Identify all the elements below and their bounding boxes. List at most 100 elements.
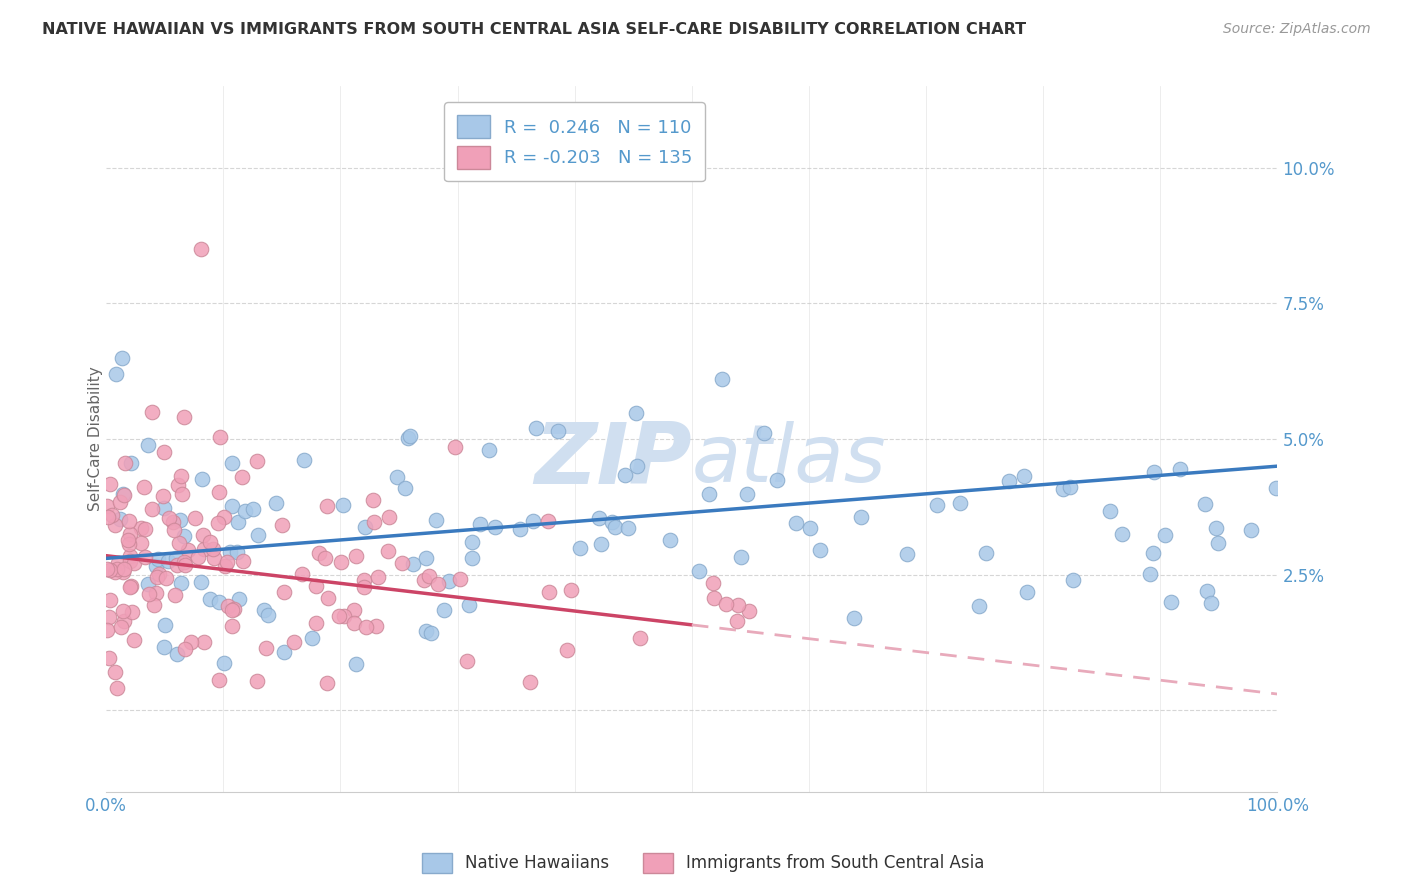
Point bbox=[208, 485, 231, 500]
Point bbox=[96, 499, 118, 513]
Point bbox=[153, 444, 176, 458]
Point bbox=[418, 569, 440, 583]
Point bbox=[169, 469, 191, 483]
Point bbox=[120, 526, 142, 541]
Point bbox=[555, 642, 578, 657]
Point bbox=[246, 454, 269, 468]
Point bbox=[343, 603, 366, 617]
Point bbox=[120, 554, 142, 568]
Point bbox=[187, 549, 209, 564]
Point bbox=[703, 591, 725, 605]
Point bbox=[101, 508, 124, 522]
Point bbox=[425, 513, 447, 527]
Point bbox=[198, 535, 221, 549]
Point bbox=[304, 616, 326, 631]
Point bbox=[316, 591, 339, 606]
Point bbox=[173, 642, 195, 657]
Point bbox=[169, 513, 191, 527]
Point bbox=[107, 556, 129, 570]
Point bbox=[143, 598, 166, 612]
Point bbox=[165, 588, 187, 602]
Point bbox=[927, 498, 949, 512]
Point bbox=[242, 502, 264, 516]
Point bbox=[314, 551, 336, 566]
Point bbox=[221, 500, 243, 514]
Point bbox=[98, 592, 121, 607]
Point bbox=[998, 474, 1021, 488]
Point bbox=[273, 645, 295, 659]
Point bbox=[173, 555, 195, 569]
Point bbox=[198, 592, 221, 607]
Point bbox=[470, 517, 492, 532]
Legend: R =  0.246   N = 110, R = -0.203   N = 135: R = 0.246 N = 110, R = -0.203 N = 135 bbox=[444, 103, 704, 181]
Point bbox=[273, 585, 295, 599]
Point bbox=[228, 592, 250, 607]
Point bbox=[614, 467, 637, 482]
Point bbox=[112, 565, 135, 579]
Point bbox=[419, 625, 441, 640]
Point bbox=[152, 501, 174, 516]
Point bbox=[738, 604, 761, 618]
Point bbox=[153, 618, 176, 632]
Point bbox=[118, 549, 141, 563]
Point bbox=[1205, 521, 1227, 535]
Point bbox=[254, 641, 277, 656]
Point bbox=[105, 562, 128, 576]
Point bbox=[283, 634, 305, 648]
Point bbox=[264, 496, 287, 510]
Point bbox=[174, 558, 197, 572]
Point bbox=[118, 514, 141, 528]
Point bbox=[190, 575, 212, 590]
Point bbox=[524, 421, 547, 435]
Point bbox=[221, 603, 243, 617]
Point bbox=[569, 541, 592, 555]
Point bbox=[560, 583, 582, 598]
Point bbox=[208, 673, 231, 687]
Point bbox=[141, 502, 163, 516]
Point bbox=[202, 551, 225, 566]
Point bbox=[727, 614, 749, 628]
Point bbox=[190, 242, 212, 256]
Point bbox=[226, 515, 249, 529]
Point bbox=[141, 405, 163, 419]
Point bbox=[1239, 524, 1261, 538]
Point bbox=[138, 577, 160, 591]
Point bbox=[97, 510, 120, 524]
Point bbox=[108, 495, 131, 509]
Point bbox=[207, 516, 229, 530]
Point bbox=[1099, 504, 1122, 518]
Point bbox=[233, 503, 256, 517]
Point bbox=[148, 551, 170, 566]
Point bbox=[1111, 527, 1133, 541]
Point bbox=[509, 522, 531, 536]
Point bbox=[138, 587, 160, 601]
Point bbox=[354, 520, 377, 534]
Point bbox=[589, 536, 612, 550]
Point bbox=[346, 657, 368, 672]
Point bbox=[105, 367, 128, 381]
Point bbox=[96, 623, 118, 637]
Point bbox=[537, 585, 560, 599]
Text: Source: ZipAtlas.com: Source: ZipAtlas.com bbox=[1223, 22, 1371, 37]
Point bbox=[730, 549, 752, 564]
Point bbox=[1195, 584, 1218, 599]
Point bbox=[173, 529, 195, 543]
Point bbox=[173, 410, 195, 425]
Point bbox=[1142, 546, 1164, 560]
Point bbox=[177, 543, 200, 558]
Point bbox=[246, 674, 269, 689]
Point bbox=[291, 567, 314, 582]
Point bbox=[98, 651, 121, 665]
Point bbox=[605, 520, 627, 534]
Point bbox=[110, 620, 132, 634]
Point bbox=[1206, 536, 1229, 550]
Point bbox=[547, 424, 569, 438]
Point bbox=[427, 577, 450, 591]
Point bbox=[367, 570, 389, 584]
Point bbox=[967, 599, 990, 614]
Point bbox=[301, 632, 323, 646]
Point bbox=[132, 480, 155, 494]
Point bbox=[688, 564, 710, 578]
Point bbox=[461, 535, 484, 549]
Point bbox=[484, 520, 506, 534]
